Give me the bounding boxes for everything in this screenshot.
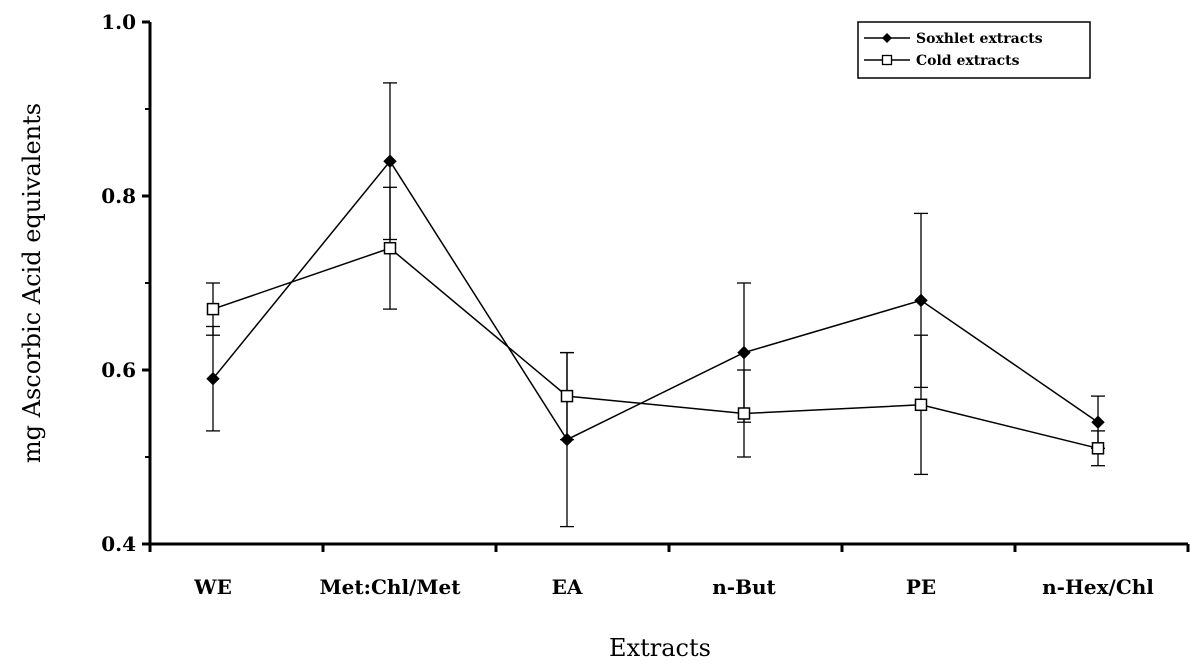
series-cold bbox=[206, 186, 1105, 476]
data-point bbox=[206, 302, 220, 316]
series-line bbox=[212, 247, 1099, 450]
legend-label: Soxhlet extracts bbox=[916, 31, 1043, 47]
data-point bbox=[206, 371, 220, 386]
data-point bbox=[383, 154, 397, 168]
y-axis-title: mg Ascorbic Acid equivalents bbox=[18, 103, 46, 463]
x-axis-title: Extracts bbox=[609, 634, 711, 662]
data-point bbox=[737, 407, 751, 420]
data-point bbox=[914, 293, 928, 308]
x-tick-label: Met:Chl/Met bbox=[320, 575, 462, 599]
legend-label: Cold extracts bbox=[916, 53, 1020, 69]
x-tick-label: n-But bbox=[712, 575, 776, 599]
data-point bbox=[560, 389, 574, 403]
data-point bbox=[1091, 415, 1105, 429]
y-tick-label: 0.8 bbox=[101, 184, 136, 208]
data-point bbox=[383, 241, 397, 255]
data-point bbox=[914, 398, 928, 412]
x-tick-label: EA bbox=[552, 575, 583, 599]
legend: Soxhlet extracts Cold extracts bbox=[857, 21, 1091, 79]
series-line bbox=[212, 159, 1099, 441]
legend-marker bbox=[881, 54, 893, 66]
y-tick-label: 1.0 bbox=[101, 10, 136, 34]
legend-marker bbox=[882, 33, 892, 43]
series-layer bbox=[206, 82, 1105, 528]
tick-labels: 0.4 0.6 0.8 1.0 WE Met:Chl/Met EA n-But PE n-Hex/… bbox=[101, 10, 1154, 599]
y-tick-label: 0.4 bbox=[101, 532, 136, 556]
series-soxhlet bbox=[206, 82, 1105, 528]
y-tick-label: 0.6 bbox=[101, 358, 136, 382]
legend-box bbox=[857, 21, 1091, 79]
data-point bbox=[737, 345, 751, 360]
x-tick-label: PE bbox=[906, 575, 936, 599]
x-tick-label: n-Hex/Chl bbox=[1042, 575, 1154, 599]
data-point bbox=[1091, 442, 1105, 455]
x-tick-label: WE bbox=[193, 575, 232, 599]
axes bbox=[142, 20, 1190, 552]
